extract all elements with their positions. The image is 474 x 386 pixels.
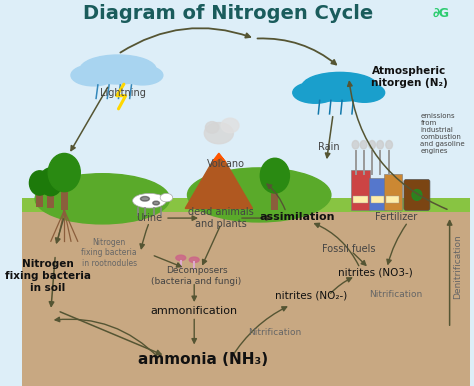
Ellipse shape (344, 83, 384, 102)
Ellipse shape (221, 118, 239, 133)
Text: Decomposers
(bacteria and fungi): Decomposers (bacteria and fungi) (151, 266, 242, 286)
Text: Urine: Urine (137, 213, 163, 223)
Text: ∂G: ∂G (432, 7, 449, 20)
Text: Fertilizer: Fertilizer (375, 212, 417, 222)
Text: Lightning: Lightning (100, 88, 146, 98)
Text: Atmospheric
nitorgen (N₂): Atmospheric nitorgen (N₂) (371, 66, 447, 88)
Text: ammonia (NH₃): ammonia (NH₃) (138, 352, 268, 367)
Text: Nitrogen
fixing bacteria
in rootnodules: Nitrogen fixing bacteria in rootnodules (81, 238, 137, 268)
Bar (353, 196, 368, 203)
Ellipse shape (122, 66, 163, 85)
Text: dead animals
and plants: dead animals and plants (188, 207, 254, 229)
Ellipse shape (205, 122, 219, 133)
Text: ammonification: ammonification (151, 306, 238, 316)
Ellipse shape (360, 141, 367, 149)
Bar (351, 170, 370, 210)
Bar (22, 210, 470, 386)
Ellipse shape (204, 123, 233, 144)
FancyBboxPatch shape (404, 179, 430, 210)
Text: nitrites (NO₂-): nitrites (NO₂-) (274, 290, 347, 300)
Text: Rain: Rain (318, 142, 339, 152)
Ellipse shape (386, 141, 392, 149)
Bar (369, 178, 386, 210)
Text: nitrites (NO3-): nitrites (NO3-) (338, 267, 413, 277)
Bar (22, 0, 470, 210)
Ellipse shape (293, 82, 337, 103)
Ellipse shape (189, 257, 199, 262)
Bar (386, 196, 400, 203)
Ellipse shape (153, 201, 159, 205)
Ellipse shape (260, 158, 290, 193)
Ellipse shape (133, 193, 166, 208)
Ellipse shape (140, 196, 149, 201)
Bar (384, 174, 401, 210)
Text: Fossil fuels: Fossil fuels (322, 244, 375, 254)
Text: Nitrification: Nitrification (248, 328, 301, 337)
Polygon shape (185, 154, 253, 208)
Ellipse shape (377, 141, 383, 149)
Ellipse shape (29, 171, 50, 195)
Bar (47, 191, 55, 208)
Ellipse shape (80, 55, 156, 84)
Ellipse shape (71, 64, 116, 86)
Ellipse shape (39, 168, 63, 196)
Text: assimilation: assimilation (260, 212, 335, 222)
Text: Nitrogen
fixing bacteria
in soil: Nitrogen fixing bacteria in soil (5, 259, 91, 293)
Text: Denitrification: Denitrification (453, 234, 462, 299)
Ellipse shape (302, 72, 378, 101)
Ellipse shape (160, 193, 173, 202)
Bar (271, 187, 278, 210)
Ellipse shape (48, 153, 80, 191)
Bar (371, 196, 384, 203)
Polygon shape (212, 153, 226, 162)
Ellipse shape (412, 190, 422, 200)
Ellipse shape (188, 168, 331, 222)
Bar (22, 198, 470, 212)
Bar (61, 185, 68, 210)
Text: Nitrification: Nitrification (369, 290, 422, 299)
Ellipse shape (369, 141, 375, 149)
Ellipse shape (176, 255, 186, 261)
Text: Volcano: Volcano (207, 159, 245, 169)
Bar (36, 191, 43, 207)
Ellipse shape (352, 141, 359, 149)
Text: Diagram of Nitrogen Cycle: Diagram of Nitrogen Cycle (82, 4, 373, 23)
Ellipse shape (35, 174, 170, 224)
Text: emissions
from
industrial
combustion
and gasoline
engines: emissions from industrial combustion and… (420, 113, 465, 154)
